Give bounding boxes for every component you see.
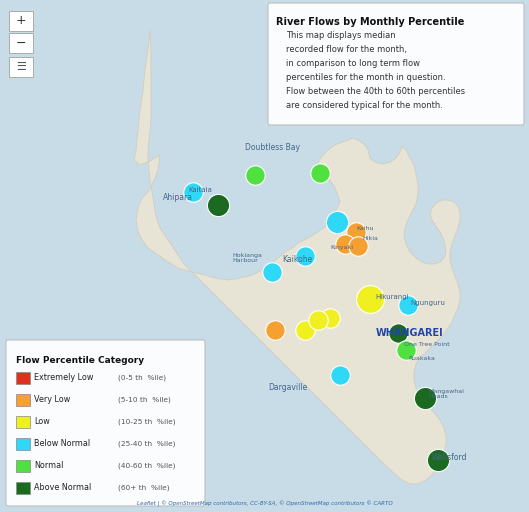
Text: Wellsford: Wellsford <box>432 454 468 462</box>
Text: Below Normal: Below Normal <box>34 439 90 449</box>
Text: (60+ th  %ile): (60+ th %ile) <box>118 485 170 491</box>
Point <box>189 188 197 196</box>
Text: Kinyaki: Kinyaki <box>330 245 353 250</box>
Point <box>268 268 276 276</box>
Text: Normal: Normal <box>34 461 63 471</box>
FancyBboxPatch shape <box>16 394 30 406</box>
FancyBboxPatch shape <box>9 57 33 77</box>
Point <box>352 228 360 236</box>
Text: Dargaville: Dargaville <box>268 383 307 393</box>
Point <box>271 326 279 334</box>
Text: Flow between the 40th to 60th percentiles: Flow between the 40th to 60th percentile… <box>286 87 465 96</box>
Text: Flow Percentile Category: Flow Percentile Category <box>16 356 144 365</box>
Point <box>394 329 402 337</box>
Point <box>336 371 344 379</box>
Point <box>326 314 334 322</box>
Point <box>341 240 349 248</box>
Text: +: + <box>16 14 26 28</box>
FancyBboxPatch shape <box>16 482 30 494</box>
Text: Mangawhai
Heads: Mangawhai Heads <box>428 389 464 399</box>
Text: (5-10 th  %ile): (5-10 th %ile) <box>118 397 171 403</box>
Text: percentiles for the month in question.: percentiles for the month in question. <box>286 73 445 82</box>
Text: Doubtless Bay: Doubtless Bay <box>245 143 300 153</box>
Text: (40-60 th  %ile): (40-60 th %ile) <box>118 463 176 470</box>
Text: −: − <box>16 36 26 50</box>
Text: Hikurangi: Hikurangi <box>375 294 408 300</box>
Text: Hokianga
Harbour: Hokianga Harbour <box>232 252 262 263</box>
Point <box>316 169 324 177</box>
Text: This map displays median: This map displays median <box>286 31 396 40</box>
Point <box>421 394 429 402</box>
Polygon shape <box>134 30 460 484</box>
Text: River Flows by Monthly Percentile: River Flows by Monthly Percentile <box>276 17 464 27</box>
Point <box>301 326 309 334</box>
Text: recorded flow for the month,: recorded flow for the month, <box>286 45 407 54</box>
FancyBboxPatch shape <box>16 460 30 472</box>
Point <box>434 456 442 464</box>
Text: Hikia: Hikia <box>362 236 378 241</box>
Point <box>366 295 374 303</box>
Point <box>354 242 362 250</box>
FancyBboxPatch shape <box>9 33 33 53</box>
FancyBboxPatch shape <box>9 11 33 31</box>
Text: (25-40 th  %ile): (25-40 th %ile) <box>118 441 176 447</box>
Point <box>314 316 322 324</box>
Point <box>251 171 259 179</box>
Point <box>333 218 341 226</box>
Text: One Tree Point: One Tree Point <box>404 343 450 348</box>
Text: ☰: ☰ <box>16 62 26 72</box>
Text: Very Low: Very Low <box>34 395 70 404</box>
Point <box>214 201 222 209</box>
Text: Kaikohe: Kaikohe <box>282 255 312 265</box>
Text: are considered typical for the month.: are considered typical for the month. <box>286 101 443 110</box>
Text: Low: Low <box>34 417 50 426</box>
Text: in comparison to long term flow: in comparison to long term flow <box>286 59 420 68</box>
Text: Ruakaka: Ruakaka <box>408 355 435 360</box>
FancyBboxPatch shape <box>6 340 205 506</box>
FancyBboxPatch shape <box>16 372 30 384</box>
Text: Ahipara: Ahipara <box>163 194 193 203</box>
Point <box>301 252 309 260</box>
FancyBboxPatch shape <box>268 3 524 125</box>
Text: Leaflet | © OpenStreetMap contributors, CC-BY-SA, © OpenStreetMap contributors ©: Leaflet | © OpenStreetMap contributors, … <box>136 501 393 507</box>
Text: Kaitaia: Kaitaia <box>188 187 212 193</box>
Text: WHANGAREI: WHANGAREI <box>376 328 444 338</box>
Text: Ngunguru: Ngunguru <box>410 300 445 306</box>
FancyBboxPatch shape <box>16 416 30 428</box>
Text: Extremely Low: Extremely Low <box>34 373 94 382</box>
Text: (10-25 th  %ile): (10-25 th %ile) <box>118 419 176 425</box>
Point <box>402 346 410 354</box>
Text: Kaihu: Kaihu <box>356 225 373 230</box>
Point <box>404 301 412 309</box>
FancyBboxPatch shape <box>16 438 30 450</box>
Text: (0-5 th  %ile): (0-5 th %ile) <box>118 375 166 381</box>
Text: Above Normal: Above Normal <box>34 483 91 493</box>
